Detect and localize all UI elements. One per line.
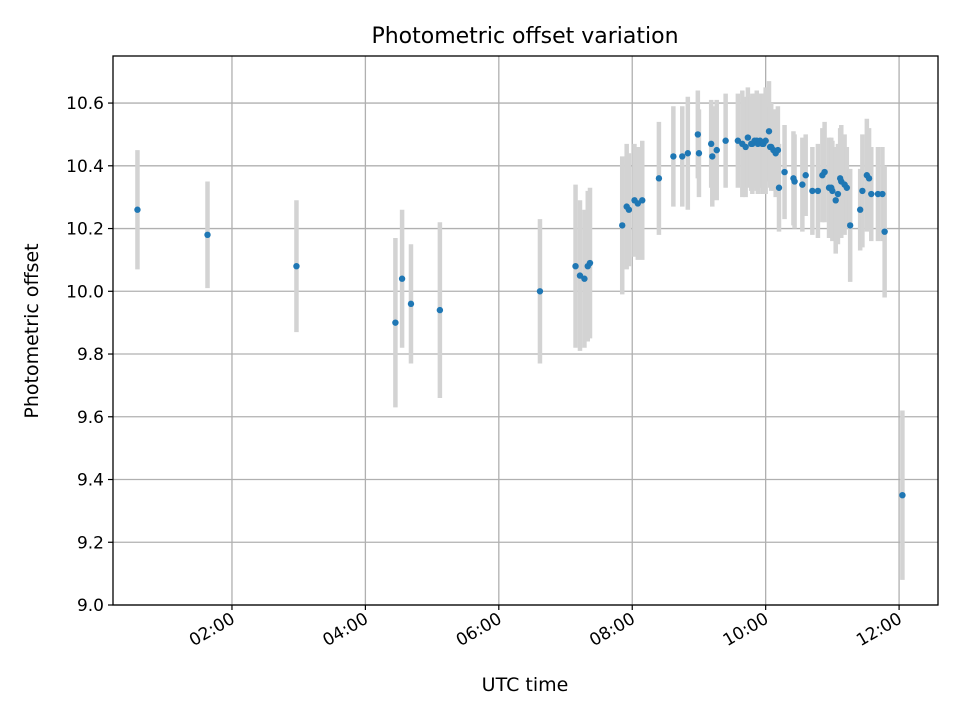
data-point bbox=[774, 146, 782, 154]
data-point bbox=[765, 128, 773, 135]
data-point bbox=[576, 272, 584, 279]
y-axis-label: Photometric offset bbox=[21, 243, 43, 418]
x-tick-label: 06:00 bbox=[453, 609, 505, 651]
y-tick-label: 9.4 bbox=[77, 471, 104, 491]
data-point bbox=[407, 300, 415, 308]
data-point bbox=[742, 143, 749, 151]
data-point bbox=[722, 137, 729, 144]
data-point bbox=[670, 153, 677, 160]
y-axis: 9.0 9.2 9.4 9.6 9.8 10.0 10.2 10.4 10.6 bbox=[66, 94, 113, 616]
data-point bbox=[679, 153, 686, 160]
data-point bbox=[134, 206, 141, 213]
data-point bbox=[834, 190, 842, 198]
data-point bbox=[536, 288, 544, 295]
data-point bbox=[781, 168, 788, 176]
y-tick-label: 9.0 bbox=[77, 596, 104, 616]
data-point bbox=[581, 275, 588, 282]
y-tick-label: 10.4 bbox=[66, 157, 104, 177]
data-point bbox=[734, 137, 742, 144]
data-point bbox=[655, 175, 663, 182]
data-point bbox=[713, 146, 720, 154]
data-point bbox=[684, 150, 692, 157]
data-point bbox=[572, 262, 579, 270]
data-point bbox=[879, 190, 886, 198]
x-tick-label: 10:00 bbox=[720, 609, 772, 651]
data-point bbox=[634, 200, 641, 207]
data-point bbox=[694, 131, 702, 138]
data-point bbox=[899, 492, 906, 499]
data-point bbox=[293, 262, 300, 270]
y-tick-label: 9.6 bbox=[77, 408, 104, 428]
data-point bbox=[843, 184, 851, 191]
data-point bbox=[619, 222, 626, 229]
x-axis: 02:00 04:00 06:00 08:00 10:00 12:00 bbox=[186, 605, 906, 651]
data-point bbox=[814, 187, 822, 195]
data-point bbox=[874, 190, 882, 198]
data-point bbox=[865, 175, 873, 182]
data-points bbox=[134, 128, 906, 499]
data-point bbox=[436, 306, 444, 314]
data-point bbox=[707, 140, 715, 148]
data-point bbox=[709, 153, 716, 160]
data-point bbox=[392, 319, 399, 326]
x-axis-label: UTC time bbox=[482, 674, 569, 696]
y-tick-label: 10.0 bbox=[66, 282, 104, 302]
chart-title: Photometric offset variation bbox=[371, 24, 678, 49]
data-point bbox=[586, 259, 594, 267]
data-point bbox=[859, 187, 866, 195]
data-point bbox=[821, 168, 828, 176]
data-point bbox=[829, 187, 836, 195]
data-point bbox=[802, 172, 809, 179]
data-point bbox=[204, 231, 211, 239]
y-tick-label: 9.8 bbox=[77, 345, 104, 365]
data-point bbox=[695, 150, 703, 157]
data-point bbox=[744, 134, 752, 141]
plot-frame bbox=[112, 55, 939, 606]
y-tick-label: 10.2 bbox=[66, 220, 104, 240]
error-bars bbox=[135, 81, 905, 580]
x-tick-label: 12:00 bbox=[853, 609, 905, 651]
data-point bbox=[868, 190, 875, 198]
x-tick-label: 02:00 bbox=[186, 609, 238, 651]
data-point bbox=[775, 184, 783, 191]
y-tick-label: 9.2 bbox=[77, 533, 104, 553]
data-point bbox=[881, 228, 888, 235]
data-point bbox=[762, 137, 769, 144]
data-point bbox=[846, 222, 854, 229]
data-point bbox=[639, 197, 646, 204]
data-point bbox=[398, 275, 406, 282]
data-point bbox=[856, 206, 864, 213]
x-tick-label: 04:00 bbox=[319, 609, 371, 651]
y-tick-label: 10.6 bbox=[66, 94, 104, 114]
grid bbox=[113, 56, 938, 606]
data-point bbox=[832, 197, 839, 204]
data-point bbox=[809, 187, 816, 195]
x-tick-label: 08:00 bbox=[586, 609, 638, 651]
data-point bbox=[799, 181, 806, 188]
data-point bbox=[625, 206, 633, 213]
data-point bbox=[791, 178, 798, 185]
